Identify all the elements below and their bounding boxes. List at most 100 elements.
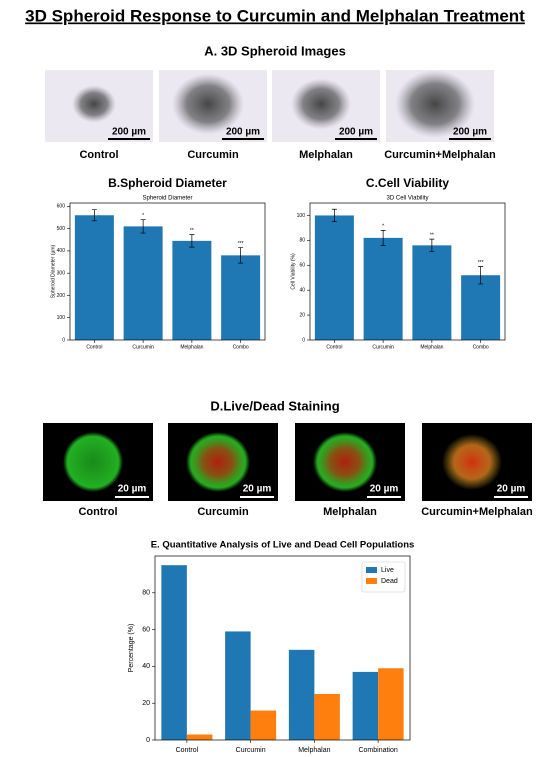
chart-title: C.Cell Viability (366, 176, 449, 190)
spheroid (315, 434, 375, 490)
spheroid (188, 434, 248, 490)
x-tick-label: Melphalan (420, 344, 443, 350)
image-label: Control (79, 149, 118, 161)
image-label: Control (78, 506, 117, 518)
image-label: Curcumin+Melphalan (421, 506, 533, 518)
scale-label: 200 µm (339, 127, 373, 138)
panel-title: A. 3D Spheroid Images (204, 43, 346, 58)
axes-frame (69, 202, 266, 341)
scale-label: 20 µm (497, 484, 526, 495)
y-tick-label: 40 (299, 288, 305, 294)
bar (412, 245, 452, 340)
bar (225, 631, 251, 740)
spheroid (395, 70, 475, 138)
error-bar (429, 238, 435, 252)
x-tick-label: Curcumin (132, 344, 154, 350)
error-bar (380, 230, 386, 246)
bar (221, 255, 261, 340)
significance-label: * (142, 213, 144, 219)
x-tick-label: Control (176, 747, 199, 754)
legend-label: Dead (381, 578, 398, 585)
bar (314, 694, 340, 740)
y-tick-label: 40 (142, 663, 150, 670)
spheroid (442, 434, 502, 490)
chart-title: B.Spheroid Diameter (108, 176, 227, 190)
y-tick-label: 20 (299, 312, 305, 318)
y-tick-label: 600 (57, 204, 66, 210)
y-tick-label: 0 (146, 737, 150, 744)
y-tick-label: 300 (57, 270, 66, 276)
y-tick-label: 500 (57, 226, 66, 232)
panel-title: D.Live/Dead Staining (210, 398, 339, 413)
y-tick-label: 60 (142, 626, 150, 633)
significance-label: *** (478, 260, 484, 266)
x-tick-label: Combination (358, 747, 397, 754)
bar (461, 275, 501, 340)
significance-label: ** (190, 228, 194, 234)
image-label: Melphalan (299, 149, 353, 161)
bar (74, 215, 114, 340)
x-tick-label: Curcumin (372, 344, 394, 350)
spheroid (291, 78, 351, 130)
x-tick-label: Combo (233, 344, 249, 350)
x-tick-label: Control (326, 344, 342, 350)
bar (314, 215, 354, 340)
scale-label: 20 µm (370, 484, 399, 495)
y-tick-label: 100 (57, 315, 66, 321)
error-bar (238, 247, 244, 264)
error-bar (189, 234, 195, 248)
image-label: Curcumin (187, 149, 239, 161)
error-bar (478, 266, 484, 285)
error-bar (140, 219, 146, 234)
image-label: Curcumin (197, 506, 249, 518)
y-tick-label: 60 (299, 263, 305, 269)
bar (352, 671, 379, 740)
bar (378, 668, 404, 740)
scale-label: 200 µm (226, 127, 260, 138)
bar (186, 734, 213, 740)
axes-title: 3D Cell Viability (387, 196, 429, 202)
scale-label: 200 µm (453, 127, 487, 138)
axes-frame (154, 555, 411, 741)
bar (288, 649, 315, 740)
spheroid (72, 85, 116, 123)
y-tick-label: 100 (297, 213, 306, 219)
figure-title: 3D Spheroid Response to Curcumin and Mel… (25, 6, 525, 25)
x-tick-label: Melphalan (180, 344, 203, 350)
spheroid (63, 432, 123, 492)
error-bar (331, 208, 337, 223)
x-tick-label: Curcumin (236, 747, 266, 754)
bar (161, 565, 187, 740)
error-bar (91, 209, 97, 222)
bar (250, 710, 277, 740)
y-tick-label: 0 (302, 337, 305, 343)
y-tick-label: 200 (57, 293, 66, 299)
bar (172, 240, 212, 340)
scale-label: 20 µm (243, 484, 272, 495)
y-tick-label: 0 (62, 337, 65, 343)
x-tick-label: Control (86, 344, 102, 350)
legend-swatch (366, 567, 377, 573)
x-tick-label: Combo (473, 344, 489, 350)
axes-title: Spheroid Diameter (142, 196, 192, 202)
y-tick-label: 400 (57, 248, 66, 254)
y-tick-label: 80 (142, 590, 150, 597)
y-axis-label: Spheroid Diameter (µm) (50, 244, 56, 298)
axes-frame (309, 202, 506, 341)
scale-label: 20 µm (118, 484, 147, 495)
bar (363, 237, 403, 340)
y-axis-label: Cell Viability (%) (290, 253, 296, 290)
y-axis-label: Percentage (%) (128, 624, 135, 673)
image-label: Curcumin+Melphalan (384, 149, 496, 161)
legend-swatch (366, 578, 377, 584)
image-label: Melphalan (323, 506, 377, 518)
significance-label: *** (238, 241, 244, 247)
scale-label: 200 µm (112, 127, 146, 138)
chart-title: E. Quantitative Analysis of Live and Dea… (151, 540, 415, 551)
y-tick-label: 80 (299, 238, 305, 244)
legend-label: Live (381, 567, 394, 574)
significance-label: * (382, 224, 384, 230)
x-tick-label: Melphalan (298, 747, 330, 754)
bar (123, 226, 163, 340)
